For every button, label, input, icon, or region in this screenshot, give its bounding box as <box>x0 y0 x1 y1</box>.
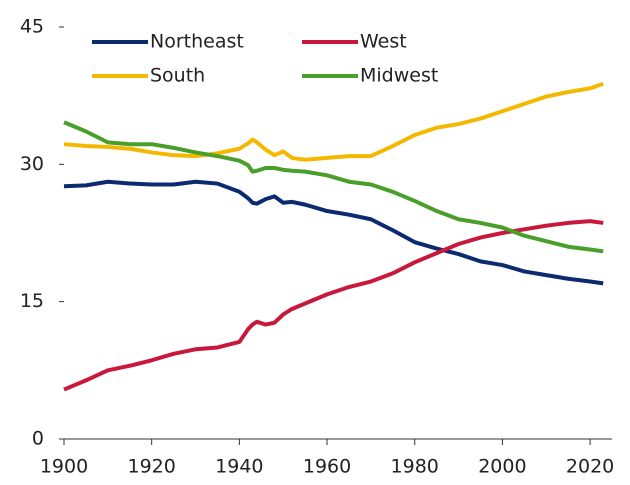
x-tick-label: 1960 <box>303 456 351 478</box>
legend-label: Midwest <box>360 65 438 87</box>
y-tick-label: 45 <box>20 16 44 38</box>
line <box>63 81 604 162</box>
x-tick-label: 1920 <box>128 456 176 478</box>
legend-label: South <box>150 65 205 87</box>
line <box>63 120 604 254</box>
x-tick-label: 1900 <box>40 456 88 478</box>
x-tick-label: 2020 <box>566 456 614 478</box>
y-tick-label: 15 <box>20 290 44 312</box>
y-tick-label: 0 <box>32 428 44 450</box>
legend-label: West <box>360 31 407 53</box>
line <box>63 219 604 392</box>
x-tick-label: 2000 <box>478 456 526 478</box>
y-tick-label: 30 <box>20 153 44 175</box>
x-tick-label: 1940 <box>215 456 263 478</box>
line <box>63 179 604 286</box>
legend-label: Northeast <box>150 31 244 53</box>
x-tick-label: 1980 <box>391 456 439 478</box>
